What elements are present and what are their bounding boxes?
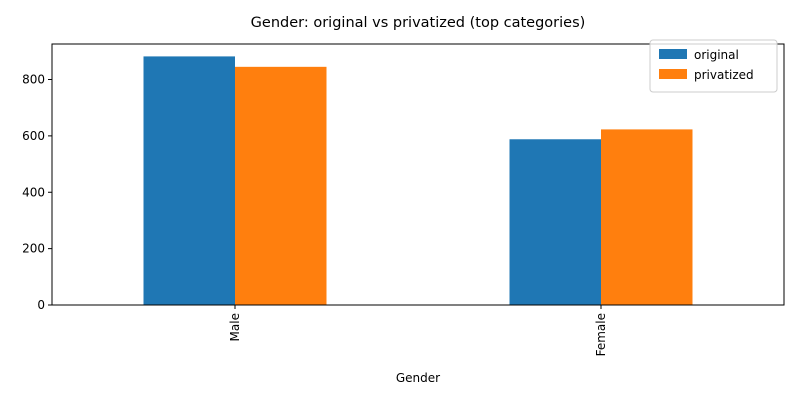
plot-frame xyxy=(51,43,785,306)
x-axis: Male Female xyxy=(228,305,608,356)
y-tick-label: 0 xyxy=(37,298,45,312)
x-tick-label-female: Female xyxy=(594,313,608,356)
bar-original-male xyxy=(143,56,235,305)
y-tick-label: 200 xyxy=(22,242,45,256)
legend-swatch-original xyxy=(659,49,687,59)
y-tick-label: 800 xyxy=(22,73,45,87)
y-tick-label: 400 xyxy=(22,185,45,199)
legend-label-privatized: privatized xyxy=(694,68,754,82)
x-tick-label-male: Male xyxy=(228,313,242,341)
legend-swatch-privatized xyxy=(659,69,687,79)
bar-privatized-female xyxy=(601,129,693,305)
plot-area xyxy=(51,43,785,306)
legend: original privatized xyxy=(649,39,778,93)
y-axis: 0 200 400 600 800 xyxy=(22,73,52,312)
bar-original-female xyxy=(509,139,601,305)
y-tick-label: 600 xyxy=(22,129,45,143)
x-axis-label: Gender xyxy=(396,371,440,385)
legend-label-original: original xyxy=(694,48,739,62)
chart-title: Gender: original vs privatized (top cate… xyxy=(251,15,586,31)
bar-privatized-male xyxy=(235,66,327,306)
